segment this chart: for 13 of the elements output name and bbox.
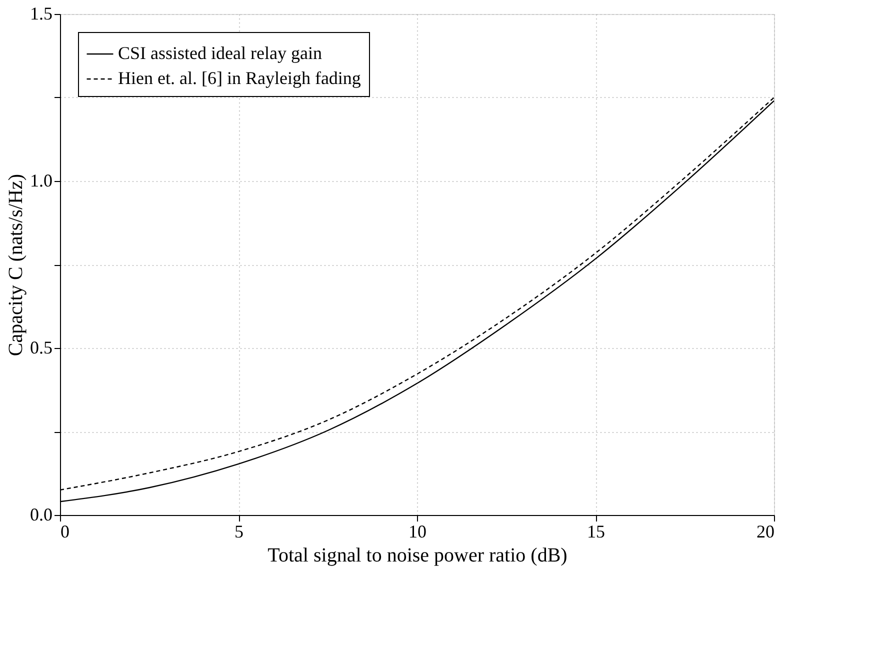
x-tick-label: 0 [60, 522, 70, 542]
x-tick-label: 5 [234, 522, 244, 542]
y-tick-label: 0.0 [30, 504, 52, 524]
legend-label: Hien et. al. [6] in Rayleigh fading [118, 68, 361, 88]
x-tick-label: 20 [756, 522, 774, 542]
y-tick-label: 1.5 [30, 4, 52, 24]
x-axis-title: Total signal to noise power ratio (dB) [268, 544, 568, 566]
y-axis-title: Capacity C (nats/s/Hz) [5, 174, 27, 356]
legend-label: CSI assisted ideal relay gain [118, 43, 322, 63]
x-tick-label: 10 [408, 522, 426, 542]
x-tick-label: 15 [587, 522, 605, 542]
y-tick-label: 1.0 [30, 170, 52, 190]
y-tick-label: 0.5 [30, 338, 52, 358]
